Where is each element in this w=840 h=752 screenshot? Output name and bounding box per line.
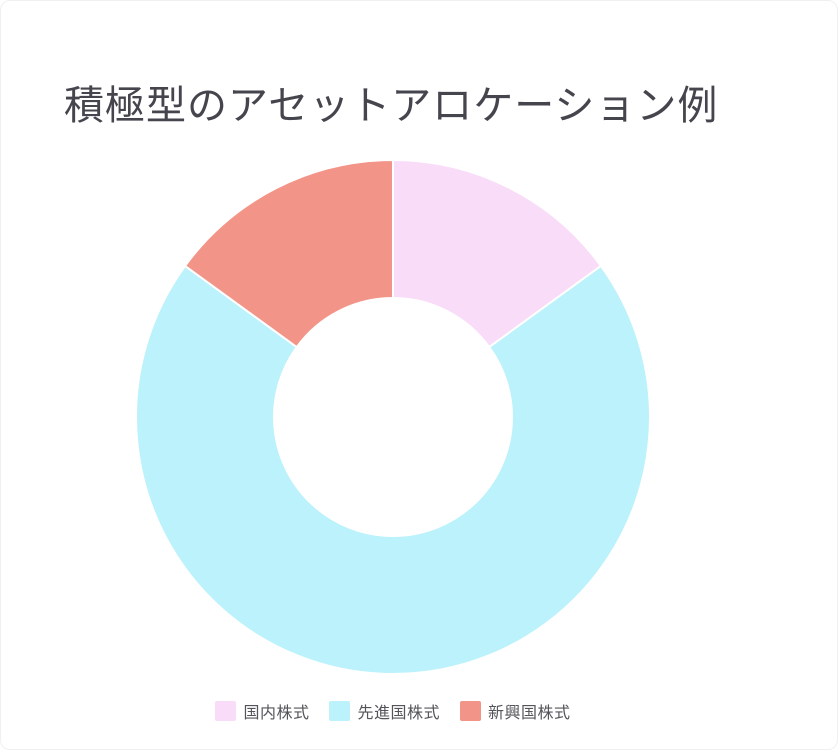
donut-segment-1[interactable] — [135, 264, 651, 675]
donut-segment-0[interactable] — [392, 159, 602, 349]
legend-label: 新興国株式 — [488, 705, 571, 722]
donut-svg — [135, 159, 651, 675]
donut-segment-2[interactable] — [184, 159, 394, 349]
chart-title: 積極型のアセットアロケーション例 — [64, 84, 719, 128]
legend-swatch-icon — [460, 701, 481, 721]
legend-item-1[interactable]: 先進国株式 — [329, 699, 440, 723]
legend-label: 先進国株式 — [357, 705, 440, 722]
legend-swatch-icon — [215, 701, 237, 721]
legend-swatch-icon — [329, 701, 351, 721]
legend-item-2[interactable]: 新興国株式 — [460, 699, 571, 723]
legend-item-0[interactable]: 国内株式 — [215, 699, 309, 723]
legend-label: 国内株式 — [243, 705, 310, 722]
chart-legend: 国内株式 先進国株式 新興国株式 — [1, 699, 785, 723]
donut-chart — [133, 157, 653, 677]
